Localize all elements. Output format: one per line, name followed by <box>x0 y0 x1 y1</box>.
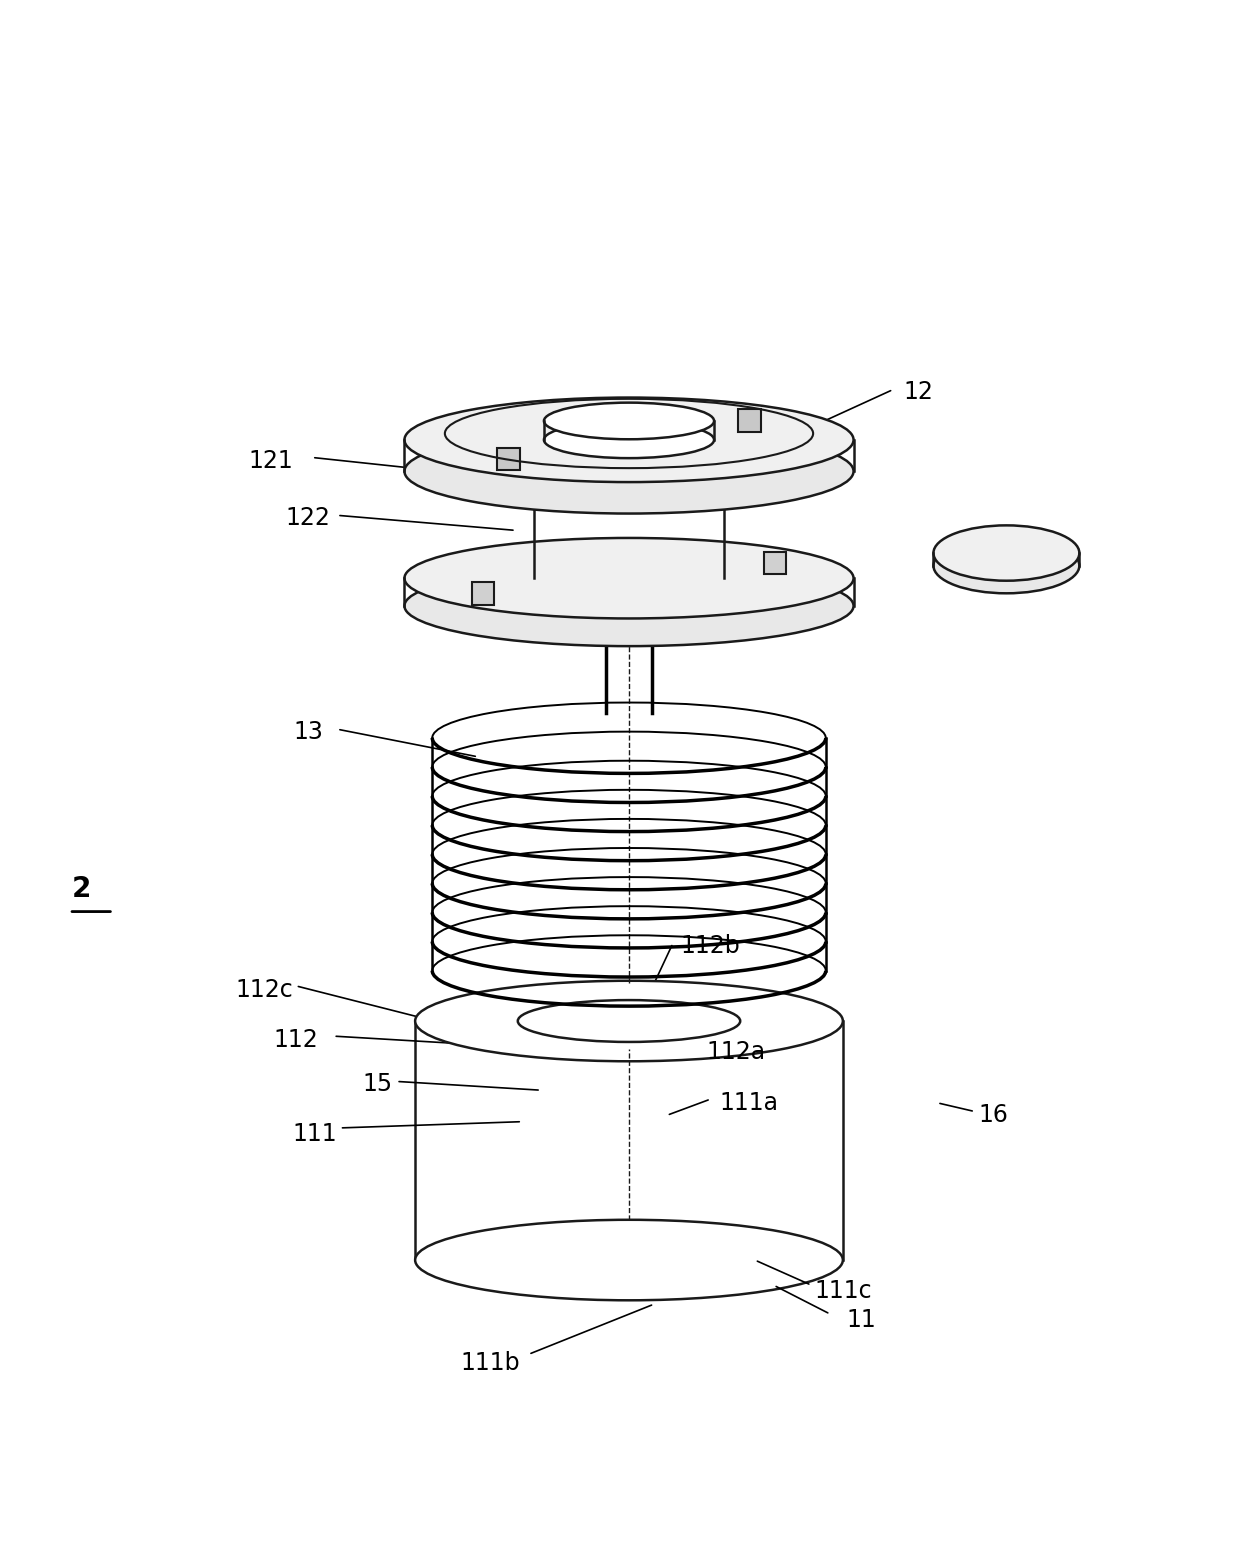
Ellipse shape <box>404 397 853 482</box>
Text: 112a: 112a <box>707 1040 765 1065</box>
Ellipse shape <box>415 981 843 1062</box>
Text: 2: 2 <box>72 874 92 902</box>
Ellipse shape <box>415 1220 843 1300</box>
Text: 15: 15 <box>362 1071 392 1096</box>
Text: 112b: 112b <box>681 934 741 957</box>
Text: 13: 13 <box>293 719 323 743</box>
Text: 121: 121 <box>248 449 293 474</box>
Text: 16: 16 <box>979 1103 1009 1128</box>
Text: 111a: 111a <box>720 1090 777 1115</box>
Text: 112c: 112c <box>235 978 293 1001</box>
Bar <box>738 410 761 432</box>
Text: 111c: 111c <box>814 1279 872 1303</box>
Text: 111: 111 <box>292 1123 337 1146</box>
Ellipse shape <box>543 402 715 439</box>
Ellipse shape <box>404 566 853 646</box>
Ellipse shape <box>535 458 723 510</box>
Ellipse shape <box>933 526 1079 580</box>
Ellipse shape <box>404 538 853 618</box>
Bar <box>472 582 494 605</box>
Text: 11: 11 <box>847 1309 877 1333</box>
Text: 111b: 111b <box>460 1351 521 1375</box>
Ellipse shape <box>543 422 715 458</box>
Ellipse shape <box>404 429 853 513</box>
Ellipse shape <box>518 999 740 1042</box>
Text: 122: 122 <box>286 505 331 530</box>
Bar <box>764 552 786 574</box>
Text: 112: 112 <box>273 1028 318 1053</box>
Ellipse shape <box>933 538 1079 593</box>
Bar <box>497 447 520 471</box>
Text: 12: 12 <box>903 380 933 404</box>
